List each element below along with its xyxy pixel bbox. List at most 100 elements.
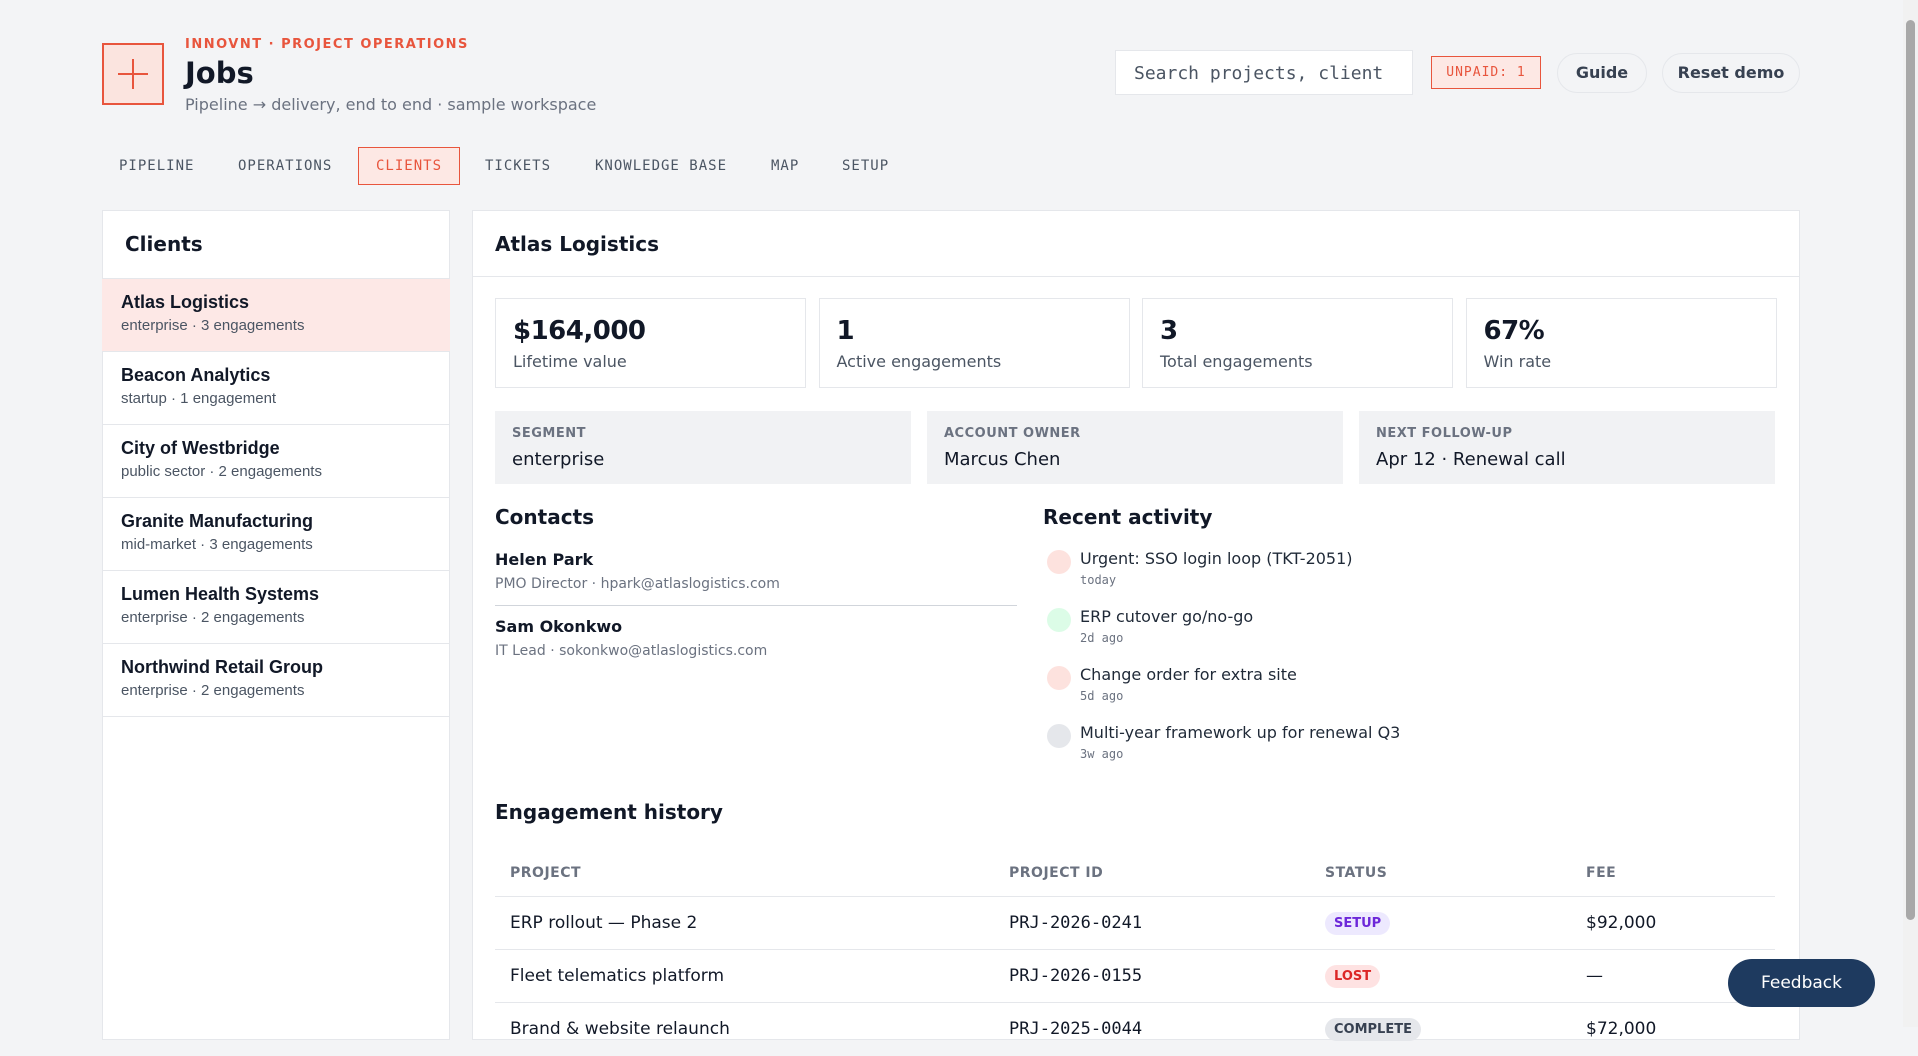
client-meta: mid-market · 3 engagements <box>121 536 313 553</box>
divider <box>473 276 1799 277</box>
activity-icon <box>1047 724 1071 748</box>
client-item[interactable]: City of Westbridge public sector · 2 enga… <box>102 425 450 498</box>
column-header: STATUS <box>1325 865 1388 881</box>
section-title: Contacts <box>495 505 595 529</box>
eyebrow: INNOVNT · PROJECT OPERATIONS <box>185 37 469 52</box>
table-cell: PRJ-2025-0044 <box>1009 1019 1143 1039</box>
client-name: Beacon Analytics <box>121 365 271 385</box>
contact-detail: PMO Director · hpark@atlaslogistics.com <box>495 576 780 592</box>
tab[interactable]: MAP <box>771 158 800 174</box>
kpi-value: 3 <box>1160 316 1178 346</box>
client-meta: startup · 1 engagement <box>121 390 277 407</box>
contact: Sam Okonkwo IT Lead · sokonkwo@atlaslogis… <box>495 617 767 659</box>
section-title: Engagement history <box>495 800 723 824</box>
table-row[interactable]: ERP rollout — Phase 2 PRJ-2026-0241 SETUP $… <box>495 896 1775 950</box>
kpi-label: Lifetime value <box>513 352 627 371</box>
client-item[interactable]: Granite Manufacturing mid-market · 3 enga… <box>102 498 450 571</box>
client-meta: enterprise · 3 engagements <box>121 317 305 334</box>
tab[interactable]: TICKETS <box>485 158 552 174</box>
kpi-value: $164,000 <box>513 316 646 346</box>
activity-text: ERP cutover go/no-go <box>1080 607 1254 626</box>
divider <box>102 278 450 279</box>
client-name: Granite Manufacturing <box>121 511 314 531</box>
unpaid-badge[interactable]: UNPAID: 1 <box>1431 56 1541 89</box>
kpi-card: 3 Total engagements <box>1142 298 1453 388</box>
guide-button[interactable]: Guide <box>1557 53 1647 93</box>
tab[interactable]: OPERATIONS <box>238 158 333 174</box>
page-title: Jobs <box>185 56 254 90</box>
column-header: FEE <box>1586 865 1617 881</box>
client-item[interactable]: Atlas Logistics enterprise · 3 engagement… <box>102 279 450 352</box>
search-input[interactable]: Search projects, client <box>1115 50 1413 95</box>
client-name: Atlas Logistics <box>121 292 250 312</box>
status-pill: SETUP <box>1325 912 1391 935</box>
activity-text: Multi-year framework up for renewal Q3 <box>1080 723 1401 742</box>
field-label: ACCOUNT OWNER <box>944 426 1081 441</box>
table-cell: Fleet telematics platform <box>510 966 725 986</box>
activity-item: Change order for extra site 5d ago <box>1047 665 1297 703</box>
field: NEXT FOLLOW-UP Apr 12 · Renewal call <box>1359 411 1775 484</box>
field-value: Apr 12 · Renewal call <box>1376 449 1566 470</box>
client-item[interactable]: Northwind Retail Group enterprise · 2 eng… <box>102 644 450 717</box>
activity-time: 2d ago <box>1080 631 1124 645</box>
client-meta: enterprise · 2 engagements <box>121 609 305 626</box>
panel-title: Clients <box>125 232 203 256</box>
field-value: Marcus Chen <box>944 449 1061 470</box>
table-cell: $92,000 <box>1586 913 1657 933</box>
logo[interactable] <box>102 43 164 105</box>
table-cell: $72,000 <box>1586 1019 1657 1039</box>
contact-name: Helen Park <box>495 550 594 569</box>
activity-time: today <box>1080 573 1117 587</box>
activity-text: Urgent: SSO login loop (TKT-2051) <box>1080 549 1353 568</box>
contact-detail: IT Lead · sokonkwo@atlaslogistics.com <box>495 643 768 659</box>
kpi-label: Active engagements <box>836 352 1002 371</box>
activity-item: ERP cutover go/no-go 2d ago <box>1047 607 1254 645</box>
kpi-label: Win rate <box>1483 352 1552 371</box>
table-cell: ERP rollout — Phase 2 <box>510 913 698 933</box>
table-cell: PRJ-2026-0241 <box>1009 913 1143 933</box>
client-item[interactable]: Beacon Analytics startup · 1 engagement <box>102 352 450 425</box>
panel-title: Atlas Logistics <box>495 232 659 256</box>
status-pill: LOST <box>1325 965 1381 988</box>
activity-text: Change order for extra site <box>1080 665 1297 684</box>
scrollbar[interactable] <box>1903 0 1918 1027</box>
tab[interactable]: CLIENTS <box>358 147 461 185</box>
tab[interactable]: KNOWLEDGE BASE <box>595 158 728 174</box>
field-label: SEGMENT <box>512 426 586 441</box>
table-cell: — <box>1586 966 1603 986</box>
kpi-value: 67% <box>1483 316 1545 346</box>
contact-name: Sam Okonkwo <box>495 617 623 636</box>
client-name: Northwind Retail Group <box>121 657 323 677</box>
kpi-card: 67% Win rate <box>1465 298 1777 388</box>
contact: Helen Park PMO Director · hpark@atlaslogi… <box>495 550 780 592</box>
table-row[interactable]: Brand & website relaunch PRJ-2025-0044 COM… <box>495 1002 1775 1056</box>
reset-button[interactable]: Reset demo <box>1662 53 1800 93</box>
page: Jobs {"header": {"eyebrow": "INNOVNT · P… <box>102 0 1918 1041</box>
column-header: PROJECT ID <box>1009 865 1104 881</box>
page-subtitle: Pipeline → delivery, end to end · sample… <box>185 95 597 114</box>
field-value: enterprise <box>512 449 605 470</box>
tab[interactable]: PIPELINE <box>119 158 195 174</box>
activity-item: Multi-year framework up for renewal Q3 3w… <box>1047 723 1401 761</box>
client-meta: public sector · 2 engagements <box>121 463 322 480</box>
table-cell: Brand & website relaunch <box>510 1019 730 1039</box>
kpi-card: $164,000 Lifetime value <box>495 298 806 388</box>
activity-time: 3w ago <box>1080 747 1124 761</box>
client-meta: enterprise · 2 engagements <box>121 682 305 699</box>
table-cell: PRJ-2026-0155 <box>1009 966 1143 986</box>
divider <box>495 605 1017 606</box>
activity-time: 5d ago <box>1080 689 1124 703</box>
kpi-value: 1 <box>836 316 855 346</box>
tab[interactable]: SETUP <box>842 158 890 174</box>
client-item[interactable]: Lumen Health Systems enterprise · 2 engag… <box>102 571 450 644</box>
table-row[interactable]: Fleet telematics platform PRJ-2026-0155 LO… <box>495 949 1775 1003</box>
activity-item: Urgent: SSO login loop (TKT-2051) today <box>1047 549 1353 587</box>
status-pill: COMPLETE <box>1325 1018 1421 1041</box>
client-name: Lumen Health Systems <box>121 584 320 604</box>
kpi-label: Total engagements <box>1160 352 1313 371</box>
client-name: City of Westbridge <box>121 438 280 458</box>
activity-icon <box>1047 608 1071 632</box>
column-header: PROJECT <box>510 865 582 881</box>
field-label: NEXT FOLLOW-UP <box>1376 426 1513 441</box>
feedback-button[interactable]: Feedback <box>1728 959 1875 1007</box>
